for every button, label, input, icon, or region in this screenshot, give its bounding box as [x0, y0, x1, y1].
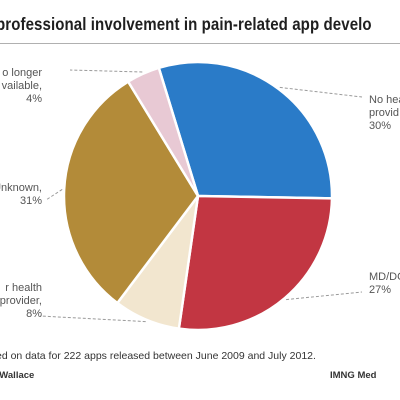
label-md-do: MD/DO 27%: [369, 271, 400, 296]
leader-no-longer-available: [69, 69, 143, 73]
slice-md-do: [177, 194, 334, 332]
leader-other-health-provider: [39, 315, 146, 323]
footnote: ed on data for 222 apps released between…: [0, 350, 316, 362]
label-no-longer-available: o longer vailable, 4%: [1, 67, 42, 105]
label-unknown: Unknown, 31%: [0, 182, 42, 207]
slice-no-longer-available: [126, 66, 200, 198]
leader-unknown: [45, 188, 63, 201]
slice-unknown: [62, 80, 200, 305]
leader-no-health-provider: [279, 86, 363, 98]
label-no-health-provider: No hea provid 30%: [369, 94, 400, 132]
credit: . Wallace: [0, 370, 35, 381]
title-divider: [0, 43, 400, 44]
chart-title: professional involvement in pain-related…: [0, 14, 372, 34]
source: IMNG Med: [330, 370, 377, 381]
leader-md-do: [286, 291, 363, 301]
slice-no-health-provider: [157, 60, 334, 200]
label-other-health-provider: r health provider, 8%: [0, 282, 42, 320]
